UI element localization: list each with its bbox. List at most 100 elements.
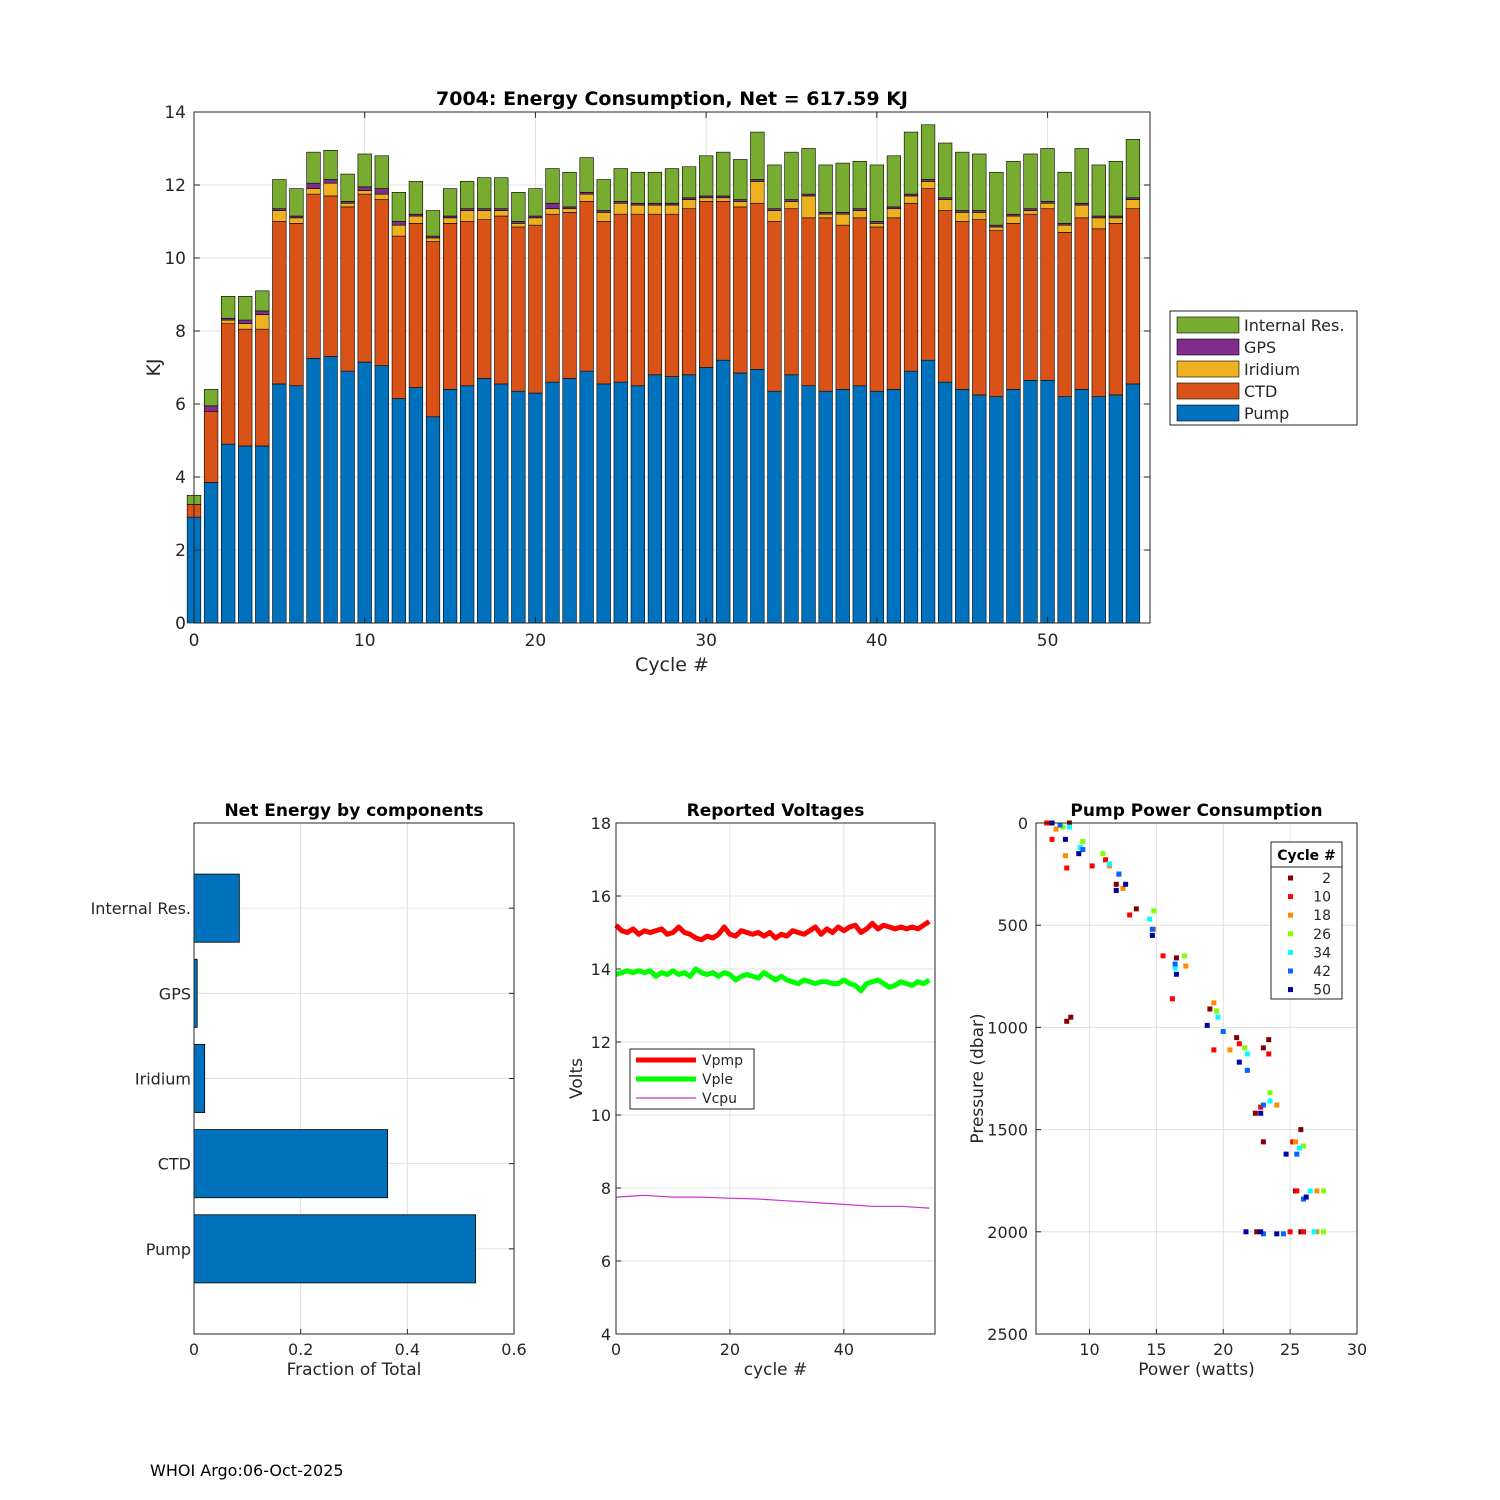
pump-axes-frame — [1035, 822, 1358, 1335]
energy-bar-pump-segment — [477, 378, 492, 624]
components-bar-pump — [193, 1214, 477, 1284]
energy-bar-iridium-segment — [647, 204, 663, 215]
components-y-tick-label: Pump — [146, 1240, 191, 1259]
energy-x-tick-label: 30 — [695, 631, 717, 651]
energy-bar-internal-res--segment — [920, 124, 936, 180]
energy-bar-ctd-segment — [391, 235, 406, 399]
voltages-line-vcpu — [615, 1194, 930, 1209]
energy-bar-gps-segment — [255, 310, 270, 315]
energy-bar-gps-segment — [357, 186, 372, 191]
energy-bar-internal-res--segment — [442, 188, 458, 217]
energy-x-tick-label: 40 — [866, 631, 888, 651]
energy-bar-iridium-segment — [221, 319, 236, 324]
energy-bar-pump-segment — [460, 385, 475, 624]
energy-bar-ctd-segment — [494, 215, 509, 385]
energy-bar-iridium-segment — [1006, 215, 1021, 224]
energy-bar-iridium-segment — [938, 199, 953, 211]
energy-bar-pump-segment — [681, 374, 697, 624]
energy-bar-pump-segment — [323, 356, 338, 624]
energy-bar-pump-segment — [391, 398, 406, 624]
energy-bar-iridium-segment — [562, 208, 577, 213]
pump-point-cycle-26 — [1321, 1229, 1327, 1235]
pump-point-cycle-2 — [1298, 1229, 1304, 1235]
energy-bar-pump-segment — [340, 370, 355, 624]
energy-legend-label: Pump — [1244, 404, 1289, 423]
energy-bar-pump-segment — [442, 389, 458, 624]
components-y-tick-label: Iridium — [135, 1070, 191, 1089]
energy-bar-internal-res--segment — [511, 192, 526, 222]
pump-x-tick-label: 30 — [1347, 1340, 1367, 1359]
energy-x-label: Cycle # — [635, 654, 709, 676]
pump-point-cycle-18 — [1292, 1139, 1298, 1145]
energy-bar-iridium-segment — [1023, 210, 1038, 215]
energy-bar-ctd-segment — [272, 221, 287, 385]
energy-bar-pump-segment — [203, 482, 219, 624]
pump-y-tick-label: 1000 — [987, 1018, 1028, 1037]
energy-bar-internal-res--segment — [784, 151, 799, 200]
pump-point-cycle-50 — [1258, 1110, 1264, 1116]
pump-point-cycle-18 — [1227, 1047, 1233, 1053]
voltages-y-tick-label: 10 — [591, 1106, 611, 1125]
energy-bar-ctd-segment — [340, 206, 355, 372]
energy-bar-iridium-segment — [238, 323, 253, 330]
energy-bar-pump-segment — [579, 370, 594, 624]
pump-legend-marker — [1288, 931, 1293, 937]
energy-bar-ctd-segment — [1040, 208, 1055, 381]
pump-point-cycle-10 — [1169, 996, 1175, 1002]
energy-bar-ctd-segment — [306, 193, 321, 359]
pump-point-cycle-34 — [1077, 845, 1083, 851]
energy-bar-gps-segment — [374, 188, 389, 195]
energy-bar-iridium-segment — [545, 208, 560, 215]
energy-bar-pump-segment — [1040, 379, 1055, 624]
footer-stamp: WHOI Argo:06-Oct-2025 — [150, 1461, 344, 1480]
energy-bar-internal-res--segment — [289, 188, 304, 217]
pump-point-cycle-42 — [1280, 1231, 1286, 1237]
energy-bar-iridium-segment — [972, 212, 987, 220]
voltages-y-tick-label: 6 — [601, 1252, 611, 1271]
energy-bar-internal-res--segment — [869, 164, 884, 222]
pump-point-cycle-2 — [1064, 1018, 1070, 1024]
energy-bar-iridium-segment — [955, 212, 970, 222]
voltages-y-tick-label: 12 — [591, 1033, 611, 1052]
pump-point-cycle-26 — [1242, 1045, 1248, 1051]
voltages-y-tick-label: 14 — [591, 960, 611, 979]
energy-bar-internal-res--segment — [460, 181, 475, 210]
pump-point-cycle-2 — [1260, 1139, 1266, 1145]
energy-bar-pump-segment — [255, 445, 270, 624]
pump-point-cycle-34 — [1244, 1051, 1250, 1057]
energy-bar-gps-segment — [306, 182, 321, 189]
energy-title: 7004: Energy Consumption, Net = 617.59 K… — [436, 88, 908, 110]
components-x-tick-label: 0.2 — [288, 1340, 313, 1359]
pump-point-cycle-10 — [1160, 953, 1166, 959]
pump-legend-marker — [1288, 987, 1293, 993]
energy-bar-ctd-segment — [750, 202, 765, 370]
components-bar-internal-res — [193, 873, 240, 943]
voltages-x-tick-label: 0 — [611, 1340, 621, 1359]
pump-legend-label: 42 — [1313, 964, 1331, 980]
pump-point-cycle-18 — [1274, 1102, 1280, 1108]
energy-bar-ctd-segment — [989, 230, 1004, 397]
energy-bar-pump-segment — [306, 358, 321, 624]
energy-bar-iridium-segment — [596, 212, 611, 222]
energy-bar-iridium-segment — [408, 215, 424, 224]
pump-power-chart: 10 15 20 25 30 0 500 1000 1500 2000 2500 Pump Power… — [968, 801, 1367, 1380]
energy-bar-internal-res--segment — [1023, 153, 1038, 210]
energy-bar-gps-segment — [391, 221, 406, 226]
energy-bar-internal-res--segment — [989, 171, 1004, 226]
components-x-tick-label: 0 — [189, 1340, 199, 1359]
energy-bar-pump-segment — [989, 396, 1004, 624]
energy-bar-ctd-segment — [681, 208, 697, 376]
pump-y-tick-label: 0 — [1018, 814, 1028, 833]
energy-bar-pump-segment — [272, 383, 287, 624]
energy-bar-pump-segment — [750, 369, 765, 624]
energy-bar-iridium-segment — [920, 181, 936, 189]
energy-bar-pump-segment — [955, 389, 970, 624]
energy-bar-gps-segment — [323, 179, 338, 184]
energy-bar-internal-res--segment — [323, 150, 338, 180]
energy-bar-iridium-segment — [289, 217, 304, 224]
energy-bar-ctd-segment — [886, 217, 902, 390]
energy-bar-pump-segment — [767, 390, 782, 624]
pump-x-label: Power (watts) — [1138, 1360, 1255, 1380]
pump-point-cycle-42 — [1080, 847, 1086, 853]
pump-point-cycle-10 — [1258, 1104, 1264, 1110]
